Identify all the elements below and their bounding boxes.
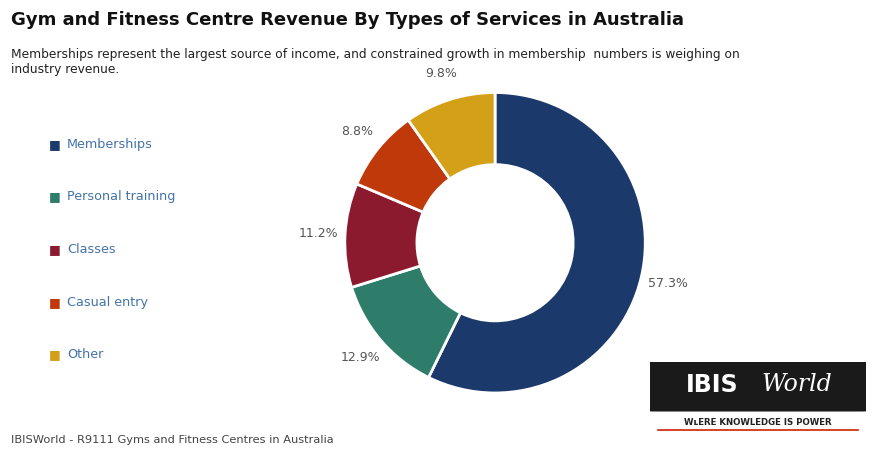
- Text: WʟERE KNOWLEDGE IS POWER: WʟERE KNOWLEDGE IS POWER: [684, 418, 832, 427]
- Text: ■: ■: [49, 296, 60, 309]
- Text: ■: ■: [49, 243, 60, 256]
- Text: Gym and Fitness Centre Revenue By Types of Services in Australia: Gym and Fitness Centre Revenue By Types …: [11, 11, 684, 29]
- Text: 9.8%: 9.8%: [425, 67, 457, 80]
- Text: IBIS: IBIS: [686, 372, 739, 397]
- Text: ■: ■: [49, 349, 60, 361]
- Text: 12.9%: 12.9%: [340, 351, 380, 365]
- Text: Memberships: Memberships: [67, 138, 153, 151]
- Text: IBISWorld - R9111 Gyms and Fitness Centres in Australia: IBISWorld - R9111 Gyms and Fitness Centr…: [11, 435, 334, 445]
- Text: ■: ■: [49, 138, 60, 151]
- Wedge shape: [352, 266, 461, 377]
- Text: 8.8%: 8.8%: [341, 125, 373, 138]
- FancyBboxPatch shape: [636, 360, 880, 412]
- Wedge shape: [408, 93, 495, 179]
- Wedge shape: [429, 93, 645, 393]
- Text: ■: ■: [49, 191, 60, 203]
- Text: Casual entry: Casual entry: [67, 296, 149, 309]
- Wedge shape: [345, 184, 423, 287]
- Text: World: World: [762, 373, 833, 396]
- Text: 57.3%: 57.3%: [648, 277, 688, 289]
- Text: Memberships represent the largest source of income, and constrained growth in me: Memberships represent the largest source…: [11, 48, 740, 76]
- Text: Other: Other: [67, 349, 103, 361]
- Text: 11.2%: 11.2%: [298, 227, 338, 240]
- Text: Classes: Classes: [67, 243, 116, 256]
- Text: Personal training: Personal training: [67, 191, 176, 203]
- Wedge shape: [357, 120, 450, 212]
